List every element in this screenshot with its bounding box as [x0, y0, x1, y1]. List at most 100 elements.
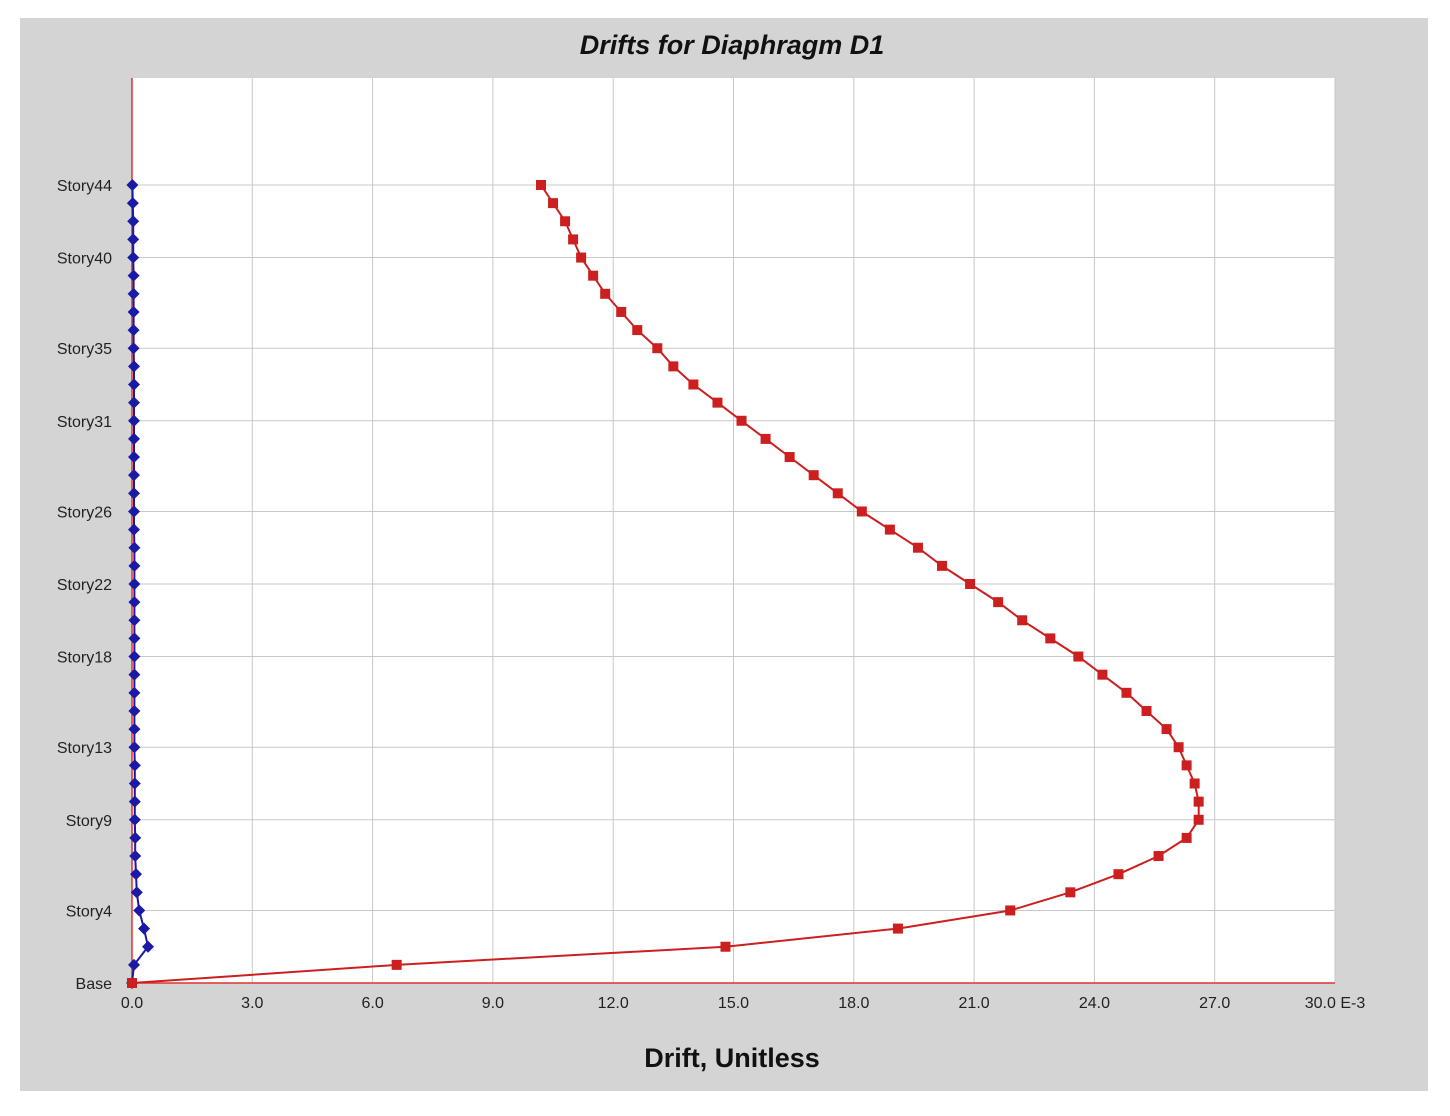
series-1-point [127, 233, 140, 246]
series-1-point [128, 487, 141, 500]
series-2-point [1193, 814, 1204, 825]
series-2-point [536, 180, 547, 190]
series-2-point [1181, 832, 1192, 843]
x-axis-label: Drift, Unitless [644, 1043, 820, 1073]
series-2-point [1065, 887, 1076, 898]
series-2-point [856, 506, 867, 517]
x-tick-label: 21.0 [959, 995, 990, 1012]
series-1-point [128, 650, 141, 663]
series-1-point [128, 432, 141, 445]
series-2-point [1097, 669, 1108, 680]
x-tick-label: 6.0 [361, 995, 383, 1012]
series-1-point [128, 469, 141, 482]
grid-lines [132, 78, 1336, 983]
series-2-point [1017, 615, 1028, 626]
x-tick-label: 18.0 [838, 995, 869, 1012]
series-2-point [127, 978, 137, 988]
y-tick-label: Base [76, 976, 113, 993]
series-1-point [128, 414, 141, 427]
series-2-point [760, 433, 771, 444]
series-2-point [1005, 905, 1016, 916]
y-tick-label: Story22 [57, 577, 112, 594]
x-tick-label: 9.0 [482, 995, 504, 1012]
series-2-point [892, 923, 903, 934]
series-1-point [129, 850, 142, 863]
series-2-point [965, 579, 976, 589]
series-1-point [130, 886, 143, 899]
series-1-point [128, 378, 141, 391]
series-2-point [1193, 796, 1204, 807]
series-1-point [128, 541, 141, 554]
series-2-point [600, 288, 611, 299]
series-1-point [138, 922, 151, 935]
series-1-point [128, 614, 141, 627]
x-tick-labels: 0.0 3.0 6.0 9.0 12.0 15.0 18.0 21.0 24.0 27.0 30.0… [121, 995, 1365, 1012]
series-2-point [736, 415, 747, 426]
series-2-point [668, 361, 679, 372]
series-1-point [128, 723, 141, 736]
series-2-point [576, 252, 587, 263]
series-1-point [128, 396, 141, 409]
series-2-point [1153, 851, 1164, 862]
series-1-point [127, 305, 140, 318]
series-2-point [1113, 869, 1124, 880]
series-1-point [128, 795, 141, 808]
series-2-point [720, 941, 731, 952]
series-1-point [128, 777, 141, 790]
series-2-point [1141, 705, 1152, 716]
series-1-point [128, 632, 141, 645]
x-tick-label: 30.0 E-3 [1305, 995, 1366, 1012]
series-2-point [808, 470, 819, 481]
y-tick-label: Story31 [57, 414, 112, 431]
y-tick-label: Story9 [66, 813, 112, 830]
series-1-point [127, 269, 140, 282]
series-1-point [128, 451, 141, 464]
series-2-point [588, 270, 599, 281]
y-tick-label: Story13 [57, 740, 112, 757]
series-1-point [127, 324, 140, 337]
series-1-point [128, 686, 141, 699]
series-2-point [937, 560, 948, 571]
series-2-point [616, 306, 627, 317]
x-tick-label: 27.0 [1199, 995, 1230, 1012]
series-1-point [129, 831, 142, 844]
x-tick-label: 15.0 [718, 995, 749, 1012]
series-2-point [712, 397, 723, 408]
series-1-point [128, 668, 141, 681]
x-tick-label: 24.0 [1079, 995, 1110, 1012]
series-2-point [884, 524, 895, 535]
series-1-point [142, 940, 155, 953]
series-1-point [128, 813, 141, 826]
y-tick-label: Story40 [57, 251, 112, 268]
y-tick-label: Story26 [57, 504, 112, 521]
x-tick-label: 0.0 [121, 995, 143, 1012]
series-2-point [560, 216, 571, 227]
series-1-point [127, 215, 140, 228]
series-2-point [1173, 742, 1184, 753]
series-2-point [1045, 633, 1056, 644]
series-1-point [128, 596, 141, 609]
series-2-point [568, 234, 579, 245]
series-2-point [688, 379, 699, 390]
series-1-point [128, 505, 141, 518]
series-1-point [133, 904, 146, 917]
series-1-point [128, 741, 141, 754]
series-2-point [1189, 778, 1200, 789]
x-tick-label: 12.0 [598, 995, 629, 1012]
series-1-point [126, 197, 139, 210]
series-1-point [127, 251, 140, 264]
series-1-point [128, 578, 141, 590]
chart-title: Drifts for Diaphragm D1 [580, 30, 885, 60]
series-1-point [127, 342, 140, 355]
chart-frame: 0.0 3.0 6.0 9.0 12.0 15.0 18.0 21.0 24.0 27.0 30.0… [20, 18, 1428, 1091]
y-tick-labels: Base Story4 Story9 Story13 Story18 Story22 Sto… [57, 178, 112, 993]
y-tick-label: Story18 [57, 650, 112, 667]
y-tick-label: Story44 [57, 178, 112, 195]
series-2-point [652, 343, 663, 354]
series-2-point [993, 597, 1004, 608]
series-1-point [128, 958, 141, 971]
series-2-point [632, 325, 643, 336]
series-2-point [832, 488, 843, 499]
series-2-point [784, 452, 795, 463]
series-1-point [128, 523, 141, 536]
